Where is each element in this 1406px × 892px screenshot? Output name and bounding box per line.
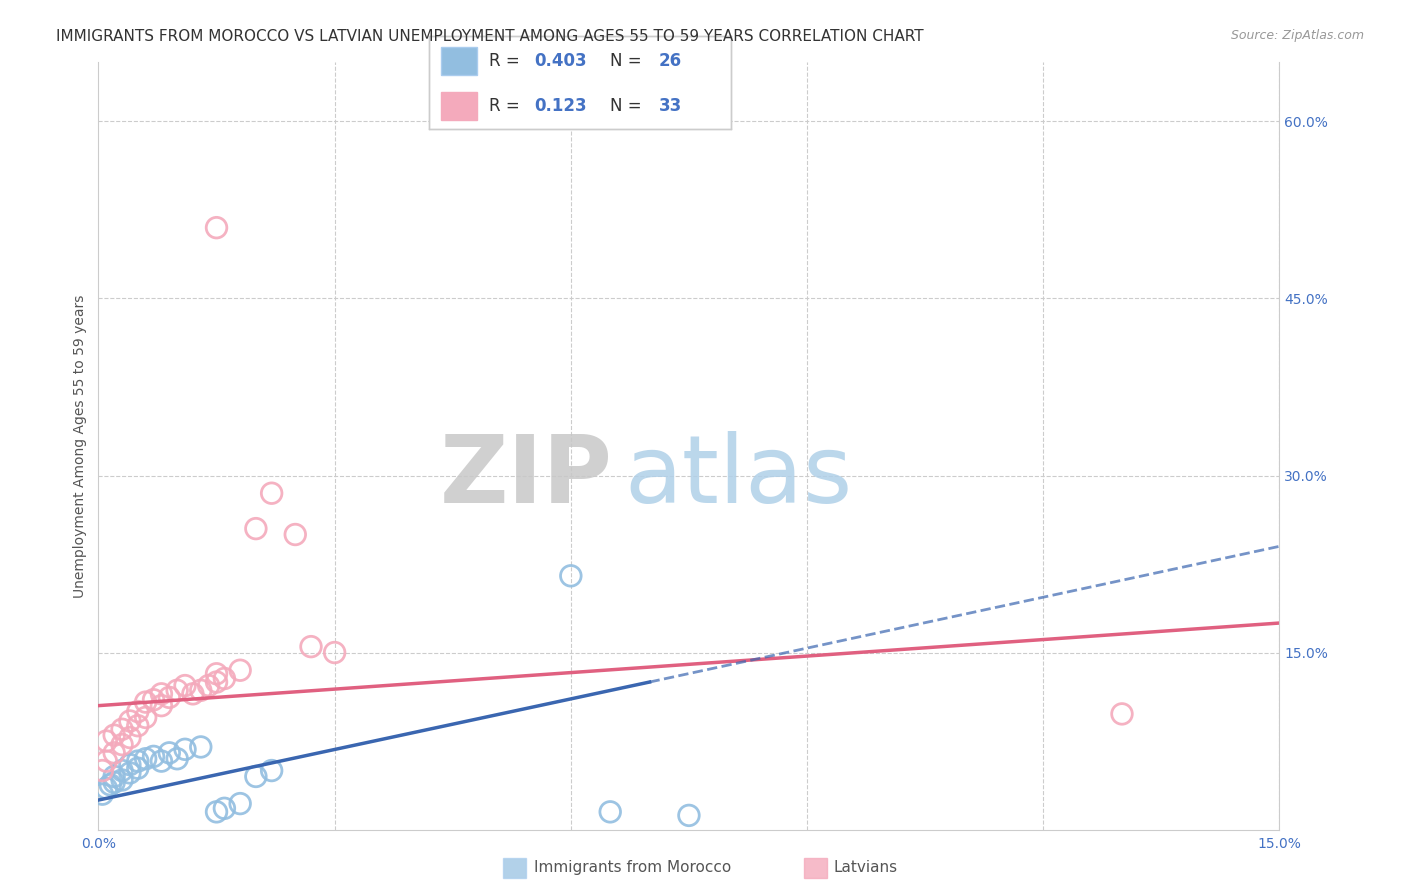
Point: [127, 719, 149, 733]
Point: [260, 486, 283, 500]
Point: [166, 683, 188, 698]
Point: [260, 764, 283, 778]
Text: Source: ZipAtlas.com: Source: ZipAtlas.com: [1230, 29, 1364, 43]
Text: IMMIGRANTS FROM MOROCCO VS LATVIAN UNEMPLOYMENT AMONG AGES 55 TO 59 YEARS CORREL: IMMIGRANTS FROM MOROCCO VS LATVIAN UNEMP…: [56, 29, 924, 45]
Text: N =: N =: [610, 52, 647, 70]
Text: ZIP: ZIP: [439, 431, 612, 523]
Point: [150, 687, 173, 701]
Point: [197, 679, 219, 693]
Point: [323, 646, 346, 660]
Point: [157, 746, 180, 760]
Point: [111, 772, 134, 787]
Point: [135, 752, 157, 766]
Point: [205, 220, 228, 235]
Point: [127, 761, 149, 775]
Point: [229, 797, 252, 811]
Point: [96, 781, 118, 796]
Text: Immigrants from Morocco: Immigrants from Morocco: [534, 860, 731, 874]
Point: [142, 749, 165, 764]
Text: 0.123: 0.123: [534, 97, 588, 115]
Point: [111, 738, 134, 752]
Point: [599, 805, 621, 819]
Text: 26: 26: [658, 52, 682, 70]
Point: [91, 764, 114, 778]
Point: [560, 569, 582, 583]
Point: [118, 757, 141, 772]
Point: [103, 728, 125, 742]
Point: [142, 692, 165, 706]
Text: Latvians: Latvians: [834, 860, 898, 874]
Point: [111, 723, 134, 737]
Point: [127, 754, 149, 768]
Point: [174, 742, 197, 756]
Point: [229, 663, 252, 677]
Point: [96, 754, 118, 768]
Point: [214, 672, 236, 686]
Point: [98, 778, 121, 792]
Point: [150, 754, 173, 768]
Text: atlas: atlas: [624, 431, 852, 523]
Point: [190, 739, 212, 754]
Point: [135, 710, 157, 724]
Point: [214, 801, 236, 815]
Point: [166, 752, 188, 766]
Point: [118, 765, 141, 780]
Point: [157, 690, 180, 705]
Point: [205, 666, 228, 681]
Point: [135, 695, 157, 709]
Point: [150, 698, 173, 713]
Point: [284, 527, 307, 541]
Point: [205, 675, 228, 690]
Point: [174, 679, 197, 693]
Point: [127, 705, 149, 719]
Point: [96, 734, 118, 748]
FancyBboxPatch shape: [441, 92, 477, 120]
Point: [245, 522, 267, 536]
Point: [103, 746, 125, 760]
Text: 0.403: 0.403: [534, 52, 588, 70]
Point: [181, 687, 204, 701]
Point: [111, 764, 134, 778]
Y-axis label: Unemployment Among Ages 55 to 59 years: Unemployment Among Ages 55 to 59 years: [73, 294, 87, 598]
Text: R =: R =: [489, 52, 526, 70]
Point: [245, 769, 267, 783]
Text: 33: 33: [658, 97, 682, 115]
Point: [1111, 706, 1133, 721]
Point: [118, 731, 141, 745]
Point: [91, 787, 114, 801]
Point: [205, 805, 228, 819]
Point: [678, 808, 700, 822]
Point: [299, 640, 322, 654]
Text: N =: N =: [610, 97, 647, 115]
Point: [103, 769, 125, 783]
Point: [190, 683, 212, 698]
Point: [118, 714, 141, 728]
FancyBboxPatch shape: [441, 47, 477, 75]
Text: R =: R =: [489, 97, 530, 115]
Point: [103, 775, 125, 789]
